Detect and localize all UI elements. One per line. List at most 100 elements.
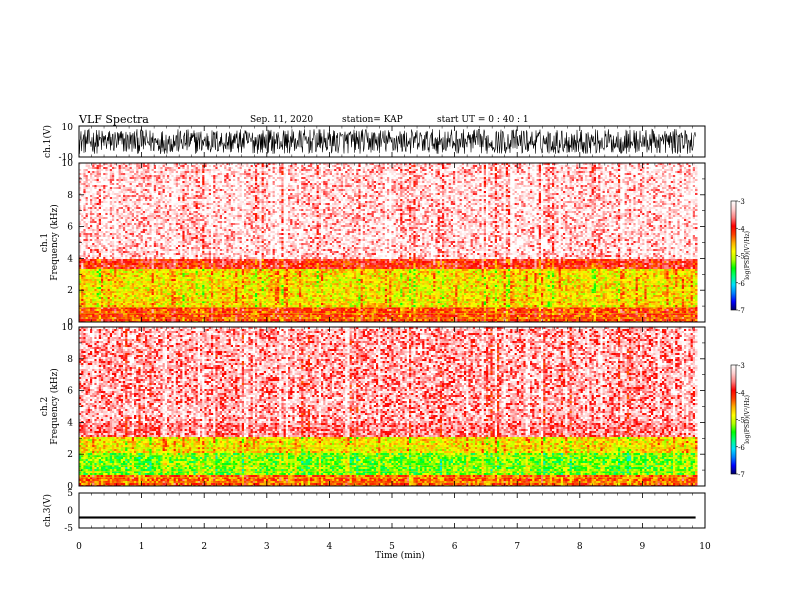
- ch1-spectrogram-cell: [103, 285, 106, 288]
- ch1-spectrogram-cell: [140, 205, 144, 208]
- ch1-spectrogram-cell: [142, 261, 146, 264]
- ch1-spectrogram-cell: [213, 235, 216, 238]
- ch1-spectrogram-cell: [197, 303, 201, 306]
- ch1-spectrogram-cell: [160, 259, 163, 262]
- ch1-spectrogram-cell: [202, 191, 205, 194]
- ch1-spectrogram-cell: [114, 283, 117, 286]
- ch1-spectrogram-cell: [169, 287, 172, 290]
- ch1-spectrogram-cell: [213, 309, 216, 312]
- ch1-spectrogram-cell: [83, 229, 86, 232]
- ch1-spectrogram-cell: [98, 281, 102, 284]
- ch1-spectrogram-cell: [200, 271, 203, 274]
- ch1-spectrogram-cell: [140, 225, 144, 228]
- ch1-spectrogram-cell: [191, 165, 194, 168]
- ch1-spectrogram-cell: [182, 241, 185, 244]
- ch1-spectrogram-cell: [204, 281, 207, 284]
- ch1-spectrogram-cell: [175, 169, 179, 172]
- ch1-spectrogram-cell: [151, 225, 155, 228]
- ch1-spectrogram-cell: [114, 275, 117, 278]
- ch1-spectrogram-cell: [211, 215, 214, 218]
- ch1-spectrogram-cell: [90, 227, 93, 230]
- ch1-spectrogram-cell: [204, 221, 207, 224]
- ch1-spectrogram-cell: [94, 275, 97, 278]
- ch1-spectrogram-cell: [87, 219, 91, 222]
- ch1-spectrogram-cell: [116, 295, 119, 298]
- ch1-spectrogram-cell: [184, 215, 188, 218]
- ch1-spectrogram-cell: [114, 307, 117, 310]
- ch1-spectrogram-cell: [160, 185, 163, 188]
- ch1-spectrogram-cell: [123, 197, 126, 200]
- ch1-spectrogram-cell: [180, 275, 183, 278]
- ch1-spectrogram-cell: [140, 197, 144, 200]
- ch1-spectrogram-cell: [120, 247, 124, 250]
- ch1-spectrogram-cell: [114, 263, 117, 266]
- ch1-spectrogram-cell: [186, 265, 190, 268]
- ch1-spectrogram-cell: [105, 311, 108, 314]
- ch1-spectrogram-cell: [120, 171, 124, 174]
- ch1-spectrogram-cell: [103, 255, 106, 258]
- ch1-spectrogram-cell: [134, 271, 137, 274]
- ch1-spectrogram-cell: [96, 281, 100, 284]
- ch1-spectrogram-cell: [164, 203, 168, 206]
- ch1-spectrogram-cell: [189, 199, 192, 202]
- ch1-spectrogram-cell: [211, 297, 214, 300]
- ch1-spectrogram-cell: [134, 237, 137, 240]
- ch1-spectrogram-cell: [103, 267, 106, 270]
- ch1-spectrogram-cell: [142, 251, 146, 254]
- ch1-spectrogram-cell: [109, 201, 113, 204]
- ch1-spectrogram-cell: [164, 297, 168, 300]
- ch1-spectrogram-cell: [200, 223, 203, 226]
- ch1-spectrogram-cell: [118, 179, 122, 182]
- ch1-spectrogram-cell: [202, 261, 205, 264]
- ch1-spectrogram-cell: [211, 269, 214, 272]
- ch1-spectrogram-cell: [103, 277, 106, 280]
- ch1-spectrogram-cell: [125, 259, 128, 262]
- ch1-spectrogram-cell: [160, 305, 163, 308]
- ch1-spectrogram-cell: [186, 289, 190, 292]
- ch1-spectrogram-cell: [83, 267, 86, 270]
- ch1-spectrogram-cell: [109, 173, 113, 176]
- ch1-spectrogram-cell: [120, 227, 124, 230]
- ch1-spectrogram-cell: [160, 243, 163, 246]
- ch1-spectrogram-cell: [96, 285, 100, 288]
- ch1-spectrogram-cell: [153, 223, 157, 226]
- ch1-spectrogram-cell: [118, 175, 122, 178]
- ch1-spectrogram-cell: [118, 191, 122, 194]
- ch1-spectrogram-cell: [149, 257, 152, 260]
- ch1-spectrogram-cell: [145, 253, 148, 256]
- ch1-spectrogram-cell: [140, 203, 144, 206]
- ch1-spectrogram-cell: [131, 235, 135, 238]
- ch1-spectrogram-cell: [178, 277, 181, 280]
- ch1-spectrogram-cell: [156, 213, 159, 216]
- ch1-spectrogram-cell: [96, 273, 100, 276]
- ch1-spectrogram-cell: [92, 319, 95, 322]
- ch1-spectrogram-cell: [213, 209, 216, 212]
- ch1-spectrogram-cell: [189, 215, 192, 218]
- ch1-spectrogram-cell: [164, 211, 168, 214]
- ch1-spectrogram-cell: [142, 249, 146, 252]
- ch1-spectrogram-cell: [186, 203, 190, 206]
- ch1-spectrogram-cell: [160, 301, 163, 304]
- ch1-spectrogram-cell: [169, 253, 172, 256]
- ch1-spectrogram-cell: [178, 281, 181, 284]
- ch1-spectrogram-cell: [136, 239, 139, 242]
- ch1-spectrogram-cell: [103, 301, 106, 304]
- ch1-spectrogram-cell: [131, 187, 135, 190]
- ch1-spectrogram-cell: [197, 247, 201, 250]
- ch1-spectrogram-cell: [175, 281, 179, 284]
- ch1-spectrogram-cell: [193, 187, 196, 190]
- ch1-spectrogram-cell: [204, 219, 207, 222]
- ch1-spectrogram-cell: [98, 251, 102, 254]
- ch1-spectrogram-cell: [107, 211, 111, 214]
- ch1-spectrogram-cell: [153, 293, 157, 296]
- ch1-spectrogram-cell: [200, 201, 203, 204]
- ch1-spectrogram-cell: [173, 291, 177, 294]
- ch1-spectrogram-cell: [178, 261, 181, 264]
- ch1-spectrogram-cell: [184, 263, 188, 266]
- ch1-spectrogram-cell: [202, 203, 205, 206]
- ch1-spectrogram-cell: [206, 235, 210, 238]
- ch1-spectrogram-cell: [116, 311, 119, 314]
- ch1-spectrogram-cell: [90, 283, 93, 286]
- ch1-spectrogram-cell: [160, 225, 163, 228]
- ch1-spectrogram-cell: [184, 163, 188, 166]
